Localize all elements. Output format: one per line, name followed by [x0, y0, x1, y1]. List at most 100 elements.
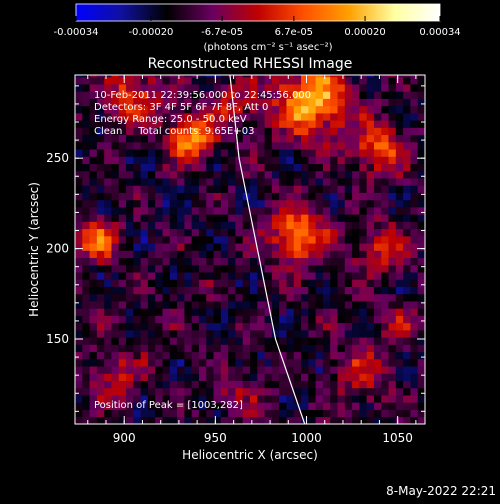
heatmap-cell	[293, 84, 302, 92]
heatmap-cell	[191, 156, 200, 165]
heatmap-cell	[388, 84, 397, 92]
heatmap-cell	[89, 358, 98, 367]
heatmap-cell	[206, 91, 214, 99]
heatmap-cell	[104, 279, 112, 287]
heatmap-cell	[366, 380, 375, 389]
heatmap-cell	[75, 373, 83, 382]
heatmap-cell	[373, 250, 382, 259]
heatmap-cell	[235, 315, 244, 324]
heatmap-cell	[213, 76, 222, 85]
heatmap-cell	[126, 207, 134, 215]
heatmap-cell	[75, 141, 83, 150]
heatmap-cell	[228, 250, 236, 259]
heatmap-cell	[228, 380, 236, 389]
heatmap-cell	[133, 112, 142, 121]
heatmap-cell	[286, 134, 295, 143]
heatmap-cell	[191, 358, 200, 367]
heatmap-cell	[279, 344, 287, 353]
heatmap-cell	[257, 134, 265, 143]
heatmap-cell	[75, 279, 83, 287]
heatmap-cell	[250, 315, 258, 324]
heatmap-cell	[395, 76, 404, 85]
heatmap-cell	[242, 329, 251, 338]
heatmap-cell	[388, 395, 397, 403]
heatmap-cell	[279, 105, 287, 114]
heatmap-cell	[82, 329, 90, 338]
heatmap-cell	[220, 250, 229, 259]
heatmap-cell	[301, 301, 309, 309]
heatmap-cell	[104, 120, 112, 128]
heatmap-cell	[330, 329, 338, 338]
heatmap-cell	[264, 409, 273, 418]
heatmap-cell	[213, 141, 222, 150]
heatmap-cell	[359, 98, 368, 107]
colorbar-tick-label: 6.7e-05	[275, 27, 313, 38]
heatmap-cell	[388, 272, 397, 280]
heatmap-cell	[257, 156, 265, 165]
heatmap-cell	[89, 308, 98, 316]
heatmap-cell	[118, 416, 127, 424]
heatmap-cell	[228, 344, 236, 353]
heatmap-cell	[410, 358, 419, 367]
heatmap-cell	[140, 163, 149, 172]
heatmap-cell	[96, 301, 105, 309]
heatmap-cell	[257, 75, 265, 78]
heatmap-cell	[111, 120, 120, 128]
heatmap-cell	[206, 308, 214, 316]
heatmap-cell	[235, 221, 244, 230]
heatmap-cell	[308, 214, 317, 222]
heatmap-cell	[147, 358, 156, 367]
heatmap-cell	[140, 112, 149, 121]
heatmap-cell	[191, 264, 200, 273]
heatmap-cell	[126, 402, 134, 410]
heatmap-cell	[388, 235, 397, 244]
heatmap-cell	[75, 120, 83, 128]
heatmap-cell	[344, 279, 353, 287]
heatmap-cell	[96, 207, 105, 215]
heatmap-cell	[293, 293, 302, 302]
heatmap-cell	[75, 76, 83, 85]
heatmap-cell	[286, 141, 295, 150]
heatmap-cell	[242, 120, 251, 128]
heatmap-cell	[96, 127, 105, 136]
heatmap-cell	[198, 315, 207, 324]
heatmap-cell	[96, 141, 105, 150]
heatmap-cell	[140, 272, 149, 280]
heatmap-cell	[417, 286, 425, 295]
heatmap-cell	[293, 257, 302, 266]
heatmap-cell	[191, 178, 200, 186]
heatmap-cell	[352, 257, 360, 266]
heatmap-cell	[140, 199, 149, 208]
heatmap-cell	[118, 264, 127, 273]
heatmap-cell	[191, 337, 200, 345]
heatmap-cell	[242, 170, 251, 179]
heatmap-cell	[206, 127, 214, 136]
heatmap-cell	[410, 301, 419, 309]
heatmap-cell	[89, 329, 98, 338]
heatmap-cell	[257, 170, 265, 179]
heatmap-cell	[403, 192, 411, 201]
x-axis: 900 950 1000 1050	[87, 75, 417, 445]
heatmap-cell	[96, 185, 105, 193]
heatmap-cell	[366, 84, 375, 92]
heatmap-cell	[410, 373, 419, 382]
heatmap-cell	[388, 380, 397, 389]
heatmap-cell	[235, 134, 244, 143]
heatmap-cell	[118, 91, 127, 99]
heatmap-cell	[162, 250, 171, 259]
heatmap-cell	[373, 127, 382, 136]
heatmap-cell	[366, 264, 375, 273]
heatmap-cell	[359, 272, 368, 280]
heatmap-cell	[359, 322, 368, 331]
heatmap-cell	[228, 207, 236, 215]
heatmap-cell	[206, 416, 214, 424]
heatmap-cell	[242, 387, 251, 396]
heatmap-cell	[184, 199, 193, 208]
heatmap-cell	[359, 235, 368, 244]
heatmap-cell	[395, 416, 404, 424]
heatmap-cell	[330, 98, 338, 107]
heatmap-cell	[271, 402, 280, 410]
heatmap-cell	[118, 185, 127, 193]
heatmap-cell	[82, 373, 90, 382]
heatmap-cell	[257, 380, 265, 389]
